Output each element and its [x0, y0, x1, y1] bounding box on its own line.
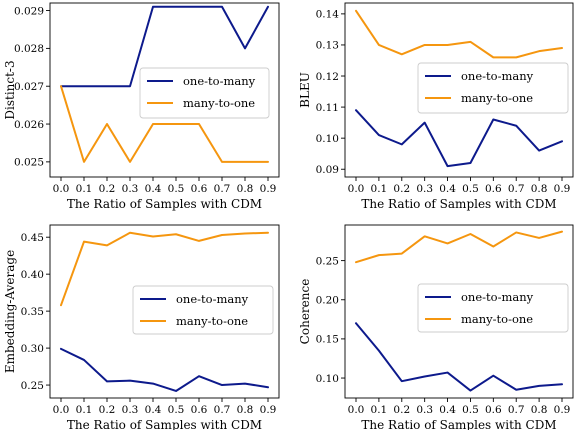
- legend: one-to-many many-to-one: [417, 62, 569, 114]
- x-tick-label: 0.4: [439, 183, 456, 195]
- series-line-many-to-one: [60, 231, 269, 307]
- x-tick-label: 0.6: [191, 183, 208, 195]
- y-tick-label: 0.25: [316, 255, 339, 267]
- legend: one-to-many many-to-one: [417, 283, 569, 333]
- x-tick-label: 0.2: [99, 404, 116, 416]
- x-tick-label: 0.7: [214, 404, 231, 416]
- legend-box: [417, 283, 569, 333]
- x-tick-label: 0.6: [485, 404, 502, 416]
- series-line-one-to-many: [60, 5, 269, 88]
- x-tick-label: 0.9: [260, 404, 277, 416]
- x-tick-label: 0.0: [348, 404, 365, 416]
- series-line-many-to-one: [60, 85, 269, 163]
- x-tick-label: 0.5: [168, 183, 185, 195]
- y-tick-label: 0.20: [316, 295, 339, 307]
- x-tick-label: 0.0: [53, 404, 70, 416]
- x-tick-label: 0.7: [508, 183, 525, 195]
- series-line-many-to-one: [355, 230, 563, 264]
- legend-entry: one-to-many: [176, 292, 249, 306]
- y-tick-label: 0.30: [21, 343, 44, 355]
- x-tick-label: 0.5: [168, 404, 185, 416]
- x-axis-label: The Ratio of Samples with CDM: [67, 197, 262, 211]
- x-tick-label: 0.0: [348, 183, 365, 195]
- series-line-one-to-many: [60, 347, 269, 392]
- x-tick-label: 0.2: [393, 183, 410, 195]
- x-tick-label: 0.5: [462, 404, 479, 416]
- legend-box: [132, 285, 274, 335]
- legend-entry: one-to-many: [461, 290, 534, 304]
- y-tick-label: 0.15: [316, 334, 339, 346]
- x-axis-label: The Ratio of Samples with CDM: [361, 418, 556, 430]
- series-line-one-to-many: [355, 109, 563, 168]
- legend-box: [417, 62, 569, 114]
- x-tick-label: 0.2: [393, 404, 410, 416]
- series-line-many-to-one: [355, 9, 563, 59]
- y-tick-label: 0.40: [21, 269, 44, 281]
- legend: one-to-many many-to-one: [132, 285, 274, 335]
- legend-entry: many-to-one: [461, 312, 533, 326]
- chart-panel-2: 0.0 0.1 0.2 0.3 0.4 0.5 0.6 0.7 0.8 0.9 0.09 0.10 0.…: [298, 2, 574, 211]
- legend-entry: one-to-many: [461, 69, 534, 83]
- x-tick-label: 0.1: [371, 183, 388, 195]
- y-axis-label: BLEU: [298, 72, 312, 108]
- x-tick-label: 0.1: [371, 404, 388, 416]
- x-tick-label: 0.6: [485, 183, 502, 195]
- x-tick-label: 0.8: [531, 404, 548, 416]
- x-tick-label: 0.7: [508, 404, 525, 416]
- x-tick-label: 0.8: [237, 183, 254, 195]
- y-tick-label: 0.10: [316, 373, 339, 385]
- legend-entry: many-to-one: [183, 96, 255, 110]
- x-tick-label: 0.1: [76, 404, 93, 416]
- x-tick-label: 0.4: [145, 404, 162, 416]
- y-axis-label: Coherence: [298, 279, 312, 345]
- y-tick-label: 0.029: [14, 5, 44, 17]
- y-tick-label: 0.026: [14, 119, 44, 131]
- x-tick-label: 0.8: [237, 404, 254, 416]
- y-tick-label: 0.25: [21, 380, 44, 392]
- chart-panel-3: 0.0 0.1 0.2 0.3 0.4 0.5 0.6 0.7 0.8 0.9 0.25 0.30 0.…: [3, 224, 280, 430]
- x-tick-label: 0.8: [531, 183, 548, 195]
- plot-frame: [344, 2, 574, 178]
- legend-entry: one-to-many: [183, 74, 256, 88]
- y-tick-label: 0.028: [14, 43, 44, 55]
- y-tick-label: 0.13: [316, 40, 339, 52]
- x-tick-label: 0.4: [439, 404, 456, 416]
- series-line-one-to-many: [355, 322, 563, 392]
- x-tick-label: 0.3: [122, 183, 139, 195]
- x-tick-label: 0.9: [260, 183, 277, 195]
- y-tick-label: 0.025: [14, 157, 44, 169]
- legend-entry: many-to-one: [176, 314, 248, 328]
- y-tick-label: 0.027: [14, 81, 44, 93]
- plot-frame: [344, 224, 574, 399]
- x-tick-label: 0.3: [416, 183, 433, 195]
- x-tick-label: 0.6: [191, 404, 208, 416]
- y-tick-label: 0.12: [316, 71, 339, 83]
- x-tick-label: 0.3: [416, 404, 433, 416]
- x-tick-label: 0.7: [214, 183, 231, 195]
- x-tick-label: 0.1: [76, 183, 93, 195]
- y-tick-label: 0.09: [316, 164, 339, 176]
- y-tick-label: 0.10: [316, 133, 339, 145]
- x-tick-label: 0.9: [554, 183, 571, 195]
- y-tick-label: 0.14: [316, 9, 340, 21]
- x-axis-label: The Ratio of Samples with CDM: [361, 197, 556, 211]
- x-tick-label: 0.2: [99, 183, 116, 195]
- x-tick-label: 0.0: [53, 183, 70, 195]
- x-tick-label: 0.5: [462, 183, 479, 195]
- legend: one-to-many many-to-one: [139, 67, 270, 119]
- x-tick-label: 0.4: [145, 183, 162, 195]
- x-tick-label: 0.3: [122, 404, 139, 416]
- y-tick-label: 0.11: [316, 102, 339, 114]
- y-tick-label: 0.35: [21, 306, 44, 318]
- x-axis-label: The Ratio of Samples with CDM: [67, 418, 262, 430]
- chart-panel-4: 0.0 0.1 0.2 0.3 0.4 0.5 0.6 0.7 0.8 0.9 0.10 0.15 0.…: [298, 224, 574, 430]
- x-tick-label: 0.9: [554, 404, 571, 416]
- y-tick-label: 0.45: [21, 232, 44, 244]
- legend-entry: many-to-one: [461, 91, 533, 105]
- y-axis-label: Distinct-3: [3, 60, 17, 119]
- plot-frame: [49, 2, 280, 178]
- y-axis-label: Embedding-Average: [3, 250, 17, 373]
- chart-panel-1: 0.0 0.1 0.2 0.3 0.4 0.5 0.6 0.7 0.8 0.9 0.025 0.026…: [3, 2, 280, 211]
